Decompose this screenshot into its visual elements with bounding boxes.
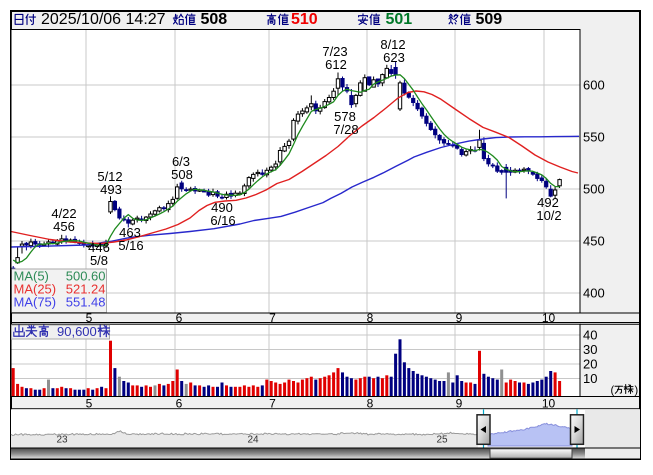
svg-text:612: 612 [325,57,347,72]
svg-text:450: 450 [583,234,605,249]
svg-text:(: ( [611,385,615,397]
svg-text:400: 400 [583,286,605,301]
svg-text:600: 600 [583,78,605,93]
svg-text:4/22: 4/22 [51,206,76,221]
svg-text:508: 508 [171,167,193,182]
svg-text:9: 9 [456,396,463,410]
svg-text:500: 500 [583,182,605,197]
svg-text:6/16: 6/16 [210,213,235,228]
svg-text:5: 5 [86,311,93,325]
svg-text:521.24: 521.24 [66,282,106,297]
svg-text:MA(25): MA(25) [14,282,57,297]
svg-text:90,600: 90,600 [57,324,97,339]
svg-text:509: 509 [476,11,503,28]
svg-text:7/23: 7/23 [322,44,347,59]
svg-text:MA(5): MA(5) [14,269,49,284]
svg-text:7: 7 [269,311,276,325]
svg-text:7/28: 7/28 [333,122,358,137]
svg-text:7: 7 [269,396,276,410]
svg-text:20: 20 [583,357,597,372]
svg-text:501: 501 [386,11,413,28]
svg-text:456: 456 [53,219,75,234]
svg-text:500.60: 500.60 [66,269,106,284]
svg-text:5/12: 5/12 [97,169,122,184]
svg-text:): ) [635,385,639,397]
svg-text:23: 23 [56,435,68,446]
svg-text:10: 10 [542,311,556,325]
svg-text:10/2: 10/2 [536,208,561,223]
svg-text:10: 10 [542,396,556,410]
svg-text:578: 578 [334,109,356,124]
svg-text:8: 8 [367,311,374,325]
svg-text:9: 9 [456,311,463,325]
svg-text:510: 510 [291,11,318,28]
svg-text:508: 508 [201,11,228,28]
svg-text:5/16: 5/16 [118,238,143,253]
svg-text:MA(75): MA(75) [14,295,57,310]
svg-text:6: 6 [176,311,183,325]
svg-text:5: 5 [86,396,93,410]
svg-text:446: 446 [88,240,110,255]
svg-text:8/12: 8/12 [380,37,405,52]
svg-text:40: 40 [583,328,597,343]
svg-text:551.48: 551.48 [66,295,106,310]
svg-text:10: 10 [583,371,597,386]
svg-text:623: 623 [383,50,405,65]
svg-text:30: 30 [583,342,597,357]
svg-text:5/8: 5/8 [90,253,108,268]
svg-text:2025/10/06 14:27: 2025/10/06 14:27 [41,11,166,28]
svg-text:24: 24 [247,435,259,446]
svg-text:6: 6 [176,396,183,410]
svg-text:490: 490 [211,200,233,215]
svg-text:492: 492 [537,195,559,210]
svg-text:6/3: 6/3 [172,154,190,169]
svg-text:8: 8 [367,396,374,410]
svg-text:25: 25 [436,435,448,446]
svg-text:463: 463 [119,225,141,240]
svg-text:493: 493 [100,182,122,197]
svg-text:550: 550 [583,130,605,145]
